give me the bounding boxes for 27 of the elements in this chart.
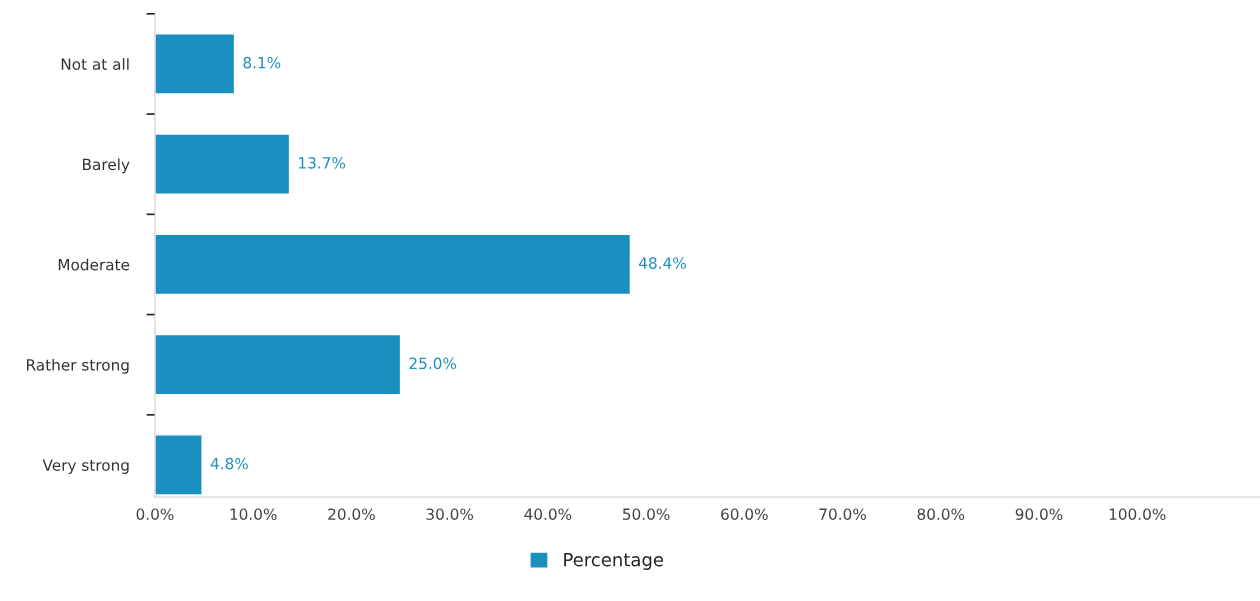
- bar: [154, 133, 291, 195]
- text: 25.0%: [409, 357, 457, 370]
- x-tick-label: 0.0%: [136, 508, 174, 520]
- text: 48.4%: [638, 257, 686, 269]
- bar: [154, 333, 402, 396]
- y-tick-label: Very strong: [42, 459, 129, 474]
- x-tick-label: 50.0%: [623, 508, 670, 520]
- x-tick-label: 40.0%: [524, 508, 572, 520]
- x-tick-label: 90.0%: [1015, 508, 1063, 520]
- y-tick-label: Not at all: [61, 58, 129, 70]
- y-tick-label: Barely: [83, 158, 130, 174]
- x-tick-label: 100.0%: [1109, 508, 1166, 520]
- bar: [154, 233, 632, 296]
- x-tick-label: 20.0%: [328, 508, 375, 520]
- y-tick-label: Rather strong: [27, 358, 129, 374]
- x-tick-label: 10.0%: [230, 508, 277, 520]
- text: 13.7%: [299, 157, 346, 169]
- bar: [154, 434, 203, 496]
- text: 4.8%: [210, 457, 248, 470]
- legend-label: Percentage: [564, 553, 664, 570]
- text: 8.1%: [243, 56, 281, 69]
- bar: [154, 33, 236, 95]
- x-tick-label: 70.0%: [819, 508, 866, 520]
- x-tick-label: 60.0%: [721, 508, 768, 520]
- x-tick-label: 30.0%: [426, 508, 474, 520]
- x-tick-label: 80.0%: [917, 508, 965, 520]
- y-tick-label: Moderate: [58, 258, 130, 271]
